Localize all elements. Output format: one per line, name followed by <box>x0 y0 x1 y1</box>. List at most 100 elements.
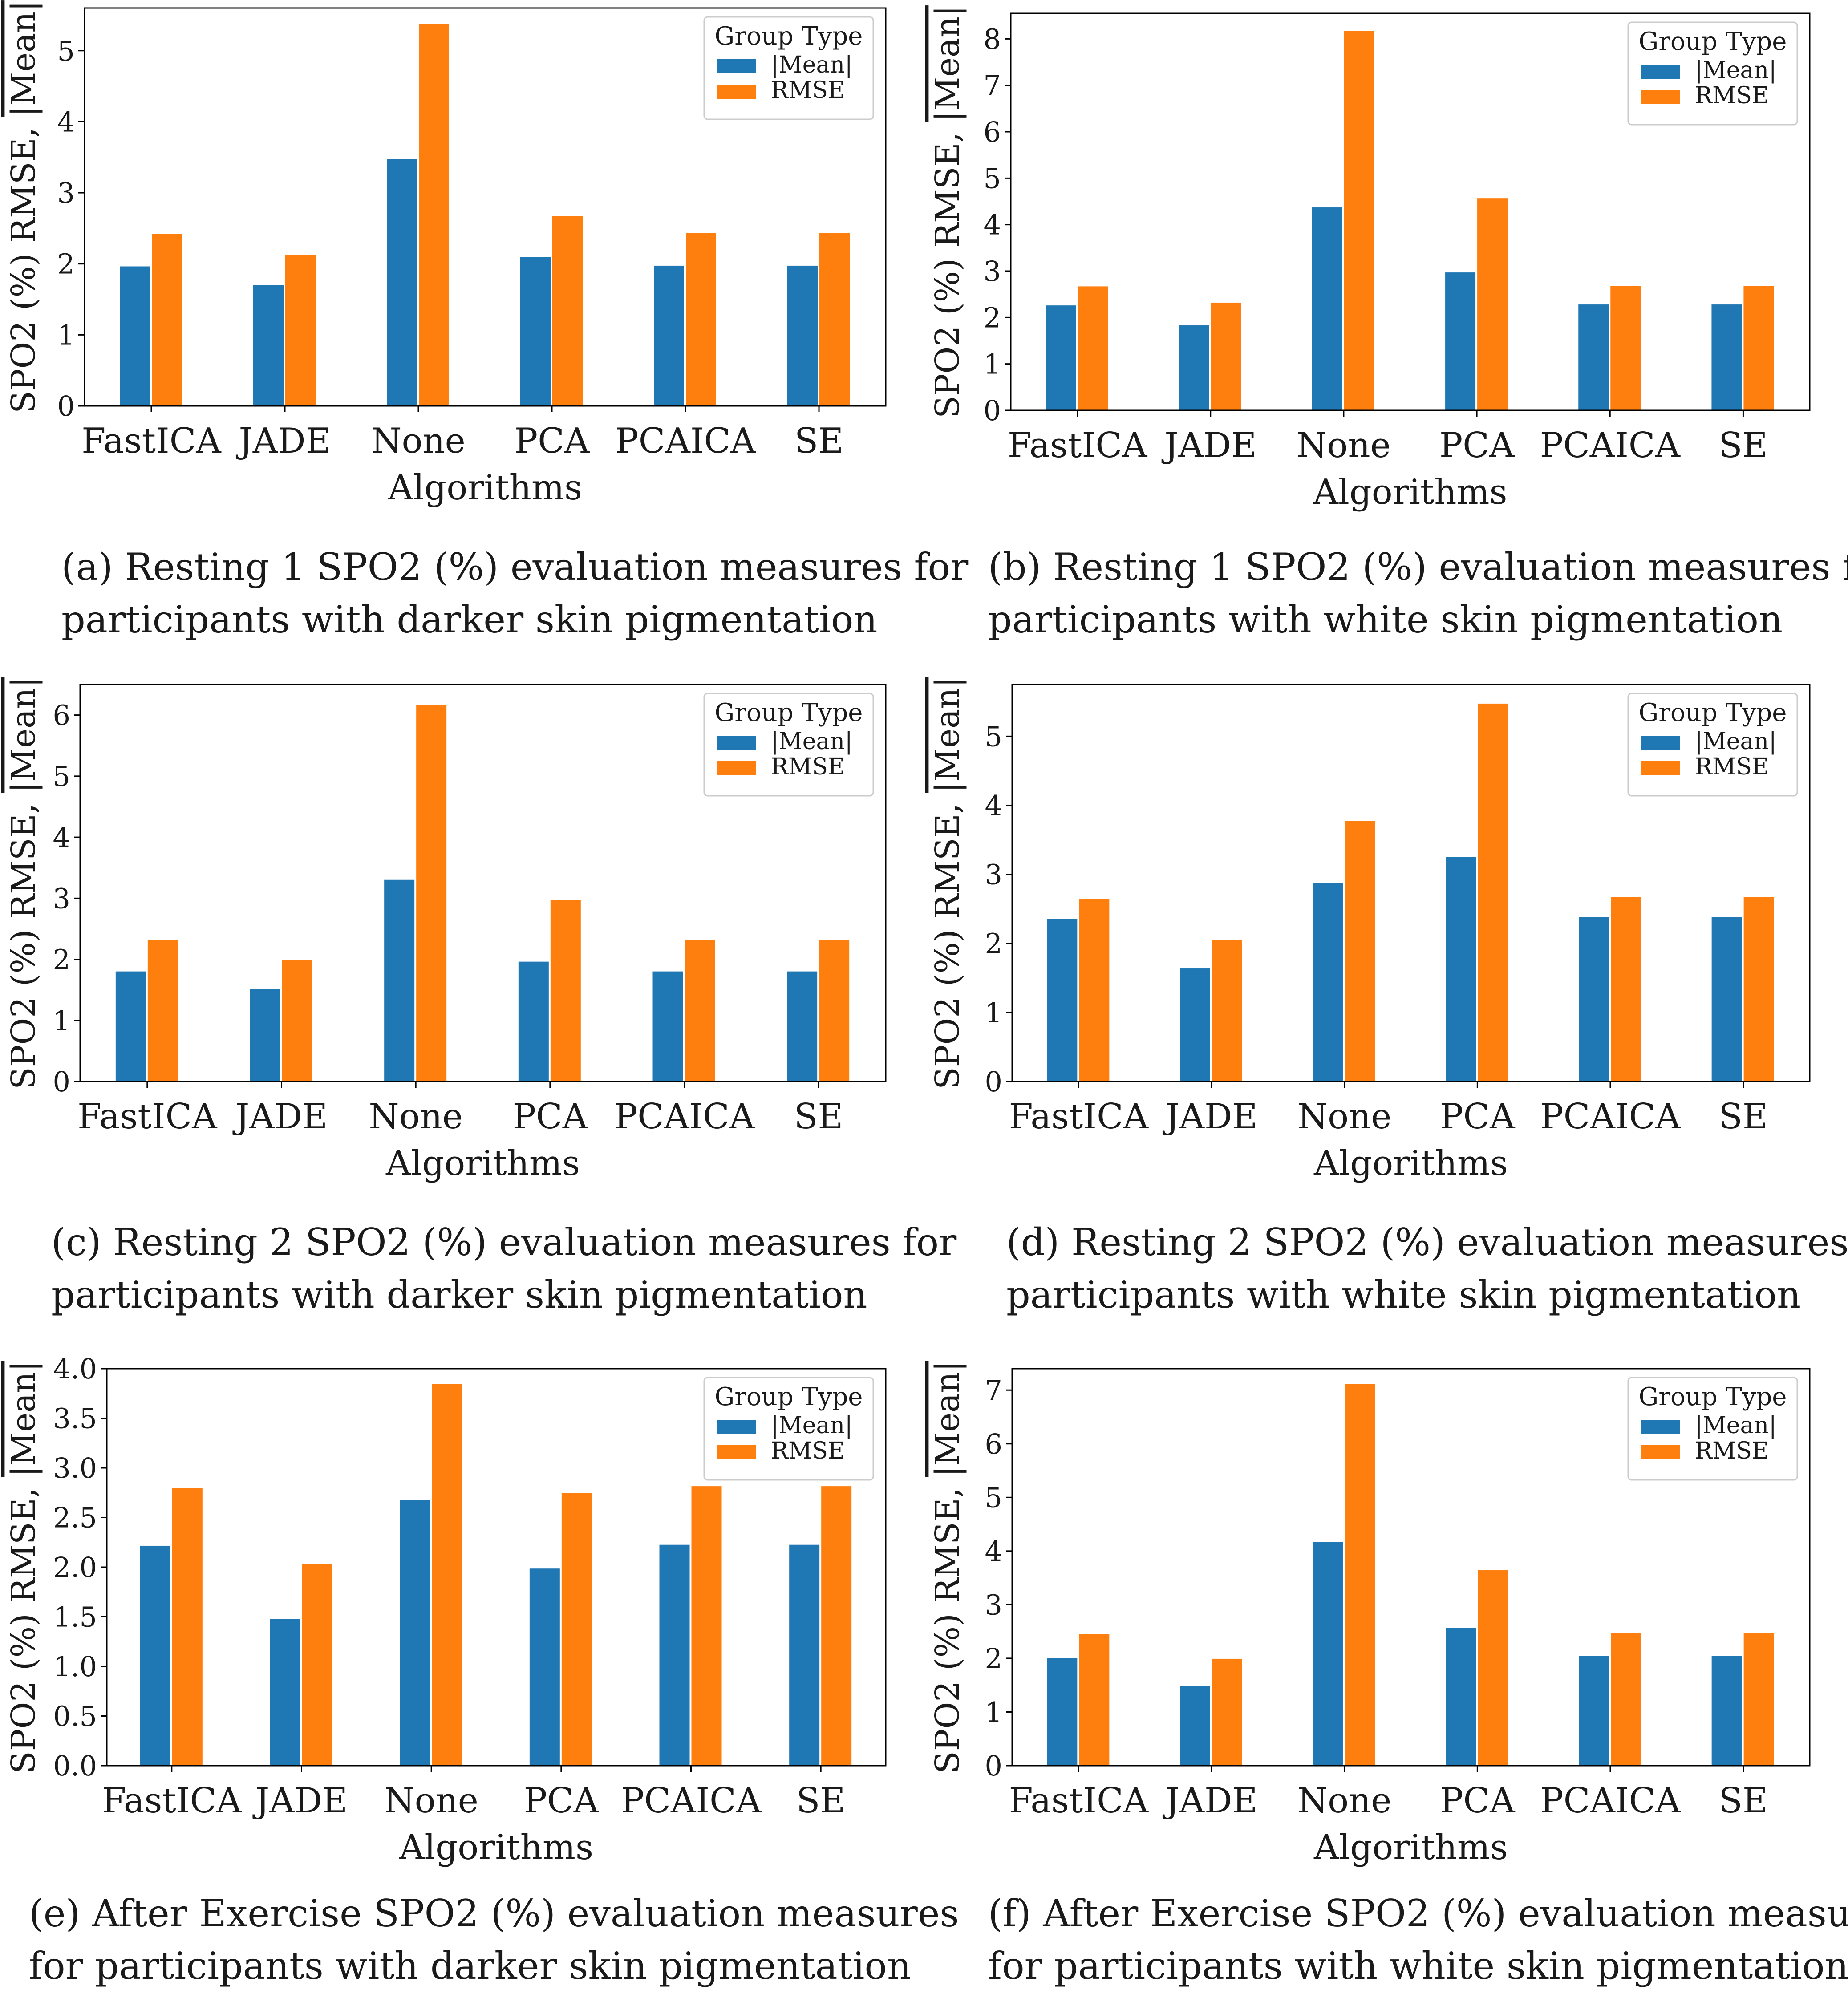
legend-swatch-rmse <box>1641 1445 1680 1459</box>
chart-svg-f: FastICA JADE None PCA PCAICA SE 0 1 2 3 4 5 6 7 Algori… <box>928 1361 1811 1868</box>
y-tick-label: 4 <box>985 789 1002 822</box>
bar-mean-pcaica <box>1577 304 1610 411</box>
plot-frame <box>106 1368 887 1767</box>
caption-a-line-2: participants with darker skin pigmentati… <box>61 598 878 641</box>
caption-d: (d) Resting 2 SPO2 (%) evaluation measur… <box>1006 1216 1848 1321</box>
legend-swatch-mean <box>1641 65 1680 79</box>
chart-panel-c: FastICA JADE None PCA PCAICA SE 0 1 2 3 4 5 6 Algorit… <box>0 668 956 1349</box>
bar-rmse-pcaica <box>690 1485 723 1766</box>
bar-rmse-pcaica <box>1610 896 1642 1082</box>
x-tick-label: PCA <box>1440 1781 1516 1821</box>
y-tick-label: 0 <box>985 1750 1002 1782</box>
x-tick-label: SE <box>1718 1097 1767 1137</box>
y-tick-label: 2.5 <box>53 1502 97 1534</box>
bar-mean-fastica <box>1045 304 1077 411</box>
y-axis-label: SPO2 (%) RMSE, |Mean| <box>4 1361 43 1774</box>
chart-panel-e: FastICA JADE None PCA PCAICA SE 0.0 0.5 1.0 1.5 2.… <box>0 1353 959 2014</box>
legend-swatch-mean <box>1641 1420 1680 1434</box>
bar-mean-fastica <box>139 1544 171 1766</box>
bar-mean-jade <box>249 988 281 1082</box>
x-tick-label: SE <box>1718 425 1767 466</box>
y-tick-label: 0 <box>984 394 1001 427</box>
bar-mean-pcaica <box>1578 916 1610 1082</box>
y-tick-label: 3 <box>984 255 1001 288</box>
bar-rmse-se <box>1743 896 1775 1082</box>
bar-rmse-none <box>415 704 448 1082</box>
y-tick-label: 1.5 <box>53 1601 97 1633</box>
y-tick-label: 3.0 <box>53 1452 97 1484</box>
x-tick-label: JADE <box>232 1097 328 1137</box>
y-tick-label: 0.5 <box>53 1700 97 1733</box>
x-tick-label: JADE <box>235 421 331 461</box>
chart-panel-d: FastICA JADE None PCA PCAICA SE 0 1 2 3 4 5 Algorith… <box>924 668 1848 1349</box>
caption-c: (c) Resting 2 SPO2 (%) evaluation measur… <box>51 1216 956 1321</box>
bar-mean-pca <box>519 256 551 406</box>
legend-label-rmse: RMSE <box>1695 82 1769 109</box>
bar-mean-pca <box>528 1568 561 1766</box>
bar-rmse-pca <box>1476 197 1509 411</box>
bar-mean-none <box>1312 882 1344 1082</box>
y-tick-label: 6 <box>984 116 1001 148</box>
legend-label-rmse: RMSE <box>1695 754 1769 780</box>
bar-mean-pca <box>1444 272 1477 411</box>
caption-e: (e) After Exercise SPO2 (%) evaluation m… <box>29 1887 959 1992</box>
x-tick-label: PCA <box>513 1097 588 1137</box>
y-axis-label: SPO2 (%) RMSE, |Mean| <box>4 0 43 413</box>
y-tick-label: 3 <box>985 1589 1002 1621</box>
x-axis-label: Algorithms <box>388 468 582 508</box>
bar-mean-jade <box>1179 967 1211 1082</box>
legend: Group Type|Mean|RMSE <box>703 693 874 797</box>
bar-rmse-jade <box>284 254 316 406</box>
legend-label-mean: |Mean| <box>771 728 853 755</box>
bar-rmse-se <box>818 939 851 1082</box>
y-tick-label: 0 <box>57 390 75 422</box>
legend: Group Type|Mean|RMSE <box>1627 693 1798 797</box>
bar-mean-fastica <box>119 265 151 407</box>
caption-e-line-1: (e) After Exercise SPO2 (%) evaluation m… <box>29 1892 959 1935</box>
x-tick-label: None <box>384 1781 478 1821</box>
x-tick-label: SE <box>794 1097 843 1137</box>
y-tick-label: 2 <box>984 301 1001 334</box>
y-tick-label: 2 <box>985 928 1002 960</box>
caption-a-line-1: (a) Resting 1 SPO2 (%) evaluation measur… <box>61 545 969 589</box>
bar-rmse-none <box>431 1383 463 1766</box>
plot-frame <box>79 684 887 1082</box>
legend-label-mean: |Mean| <box>771 52 853 78</box>
x-tick-label: PCAICA <box>1540 1097 1681 1137</box>
y-tick-label: 3 <box>985 859 1002 891</box>
bar-mean-none <box>1311 207 1343 411</box>
caption-f: (f) After Exercise SPO2 (%) evaluation m… <box>988 1887 1848 1992</box>
chart-panel-a: FastICA JADE None PCA PCAICA SE 0 1 2 3 4 5 Algorith… <box>0 0 968 659</box>
bar-mean-pcaica <box>1578 1655 1610 1767</box>
y-axis-label-prefix: SPO2 (%) RMSE, <box>4 1477 43 1774</box>
bar-rmse-none <box>1343 30 1375 411</box>
x-tick-label: FastICA <box>77 1097 218 1137</box>
x-tick-label: FastICA <box>81 421 222 461</box>
y-tick-label: 4 <box>984 209 1001 241</box>
bar-mean-jade <box>1179 1685 1211 1766</box>
x-axis-label: Algorithms <box>1313 1143 1508 1183</box>
chart-svg-a: FastICA JADE None PCA PCAICA SE 0 1 2 3 4 5 Algorith… <box>4 0 887 508</box>
bar-rmse-jade <box>281 959 313 1082</box>
x-tick-label: PCA <box>1440 1097 1516 1137</box>
y-axis-label: SPO2 (%) RMSE, |Mean| <box>928 677 967 1090</box>
bar-rmse-se <box>1743 285 1775 411</box>
y-axis-label-mean: |Mean| <box>4 0 43 117</box>
x-tick-label: None <box>1297 425 1391 466</box>
bar-mean-pca <box>1445 1627 1477 1767</box>
bar-rmse-none <box>418 23 450 407</box>
caption-f-line-2: for participants with white skin pigment… <box>988 1944 1848 1988</box>
bar-rmse-pcaica <box>684 939 716 1082</box>
bar-mean-none <box>383 879 416 1082</box>
legend-swatch-rmse <box>717 761 756 775</box>
bar-rmse-se <box>819 232 851 406</box>
x-tick-label: FastICA <box>1008 425 1148 466</box>
bar-rmse-fastica <box>1078 1633 1110 1766</box>
caption-a: (a) Resting 1 SPO2 (%) evaluation measur… <box>61 541 968 646</box>
chart-svg-e: FastICA JADE None PCA PCAICA SE 0.0 0.5 1.0 1.5 2.… <box>4 1353 887 1868</box>
x-axis-label: Algorithms <box>399 1828 593 1868</box>
x-tick-label: JADE <box>1162 1781 1257 1821</box>
x-tick-label: PCAICA <box>1540 1781 1681 1821</box>
y-axis-label-prefix: SPO2 (%) RMSE, <box>928 122 967 418</box>
legend-swatch-mean <box>717 736 756 750</box>
